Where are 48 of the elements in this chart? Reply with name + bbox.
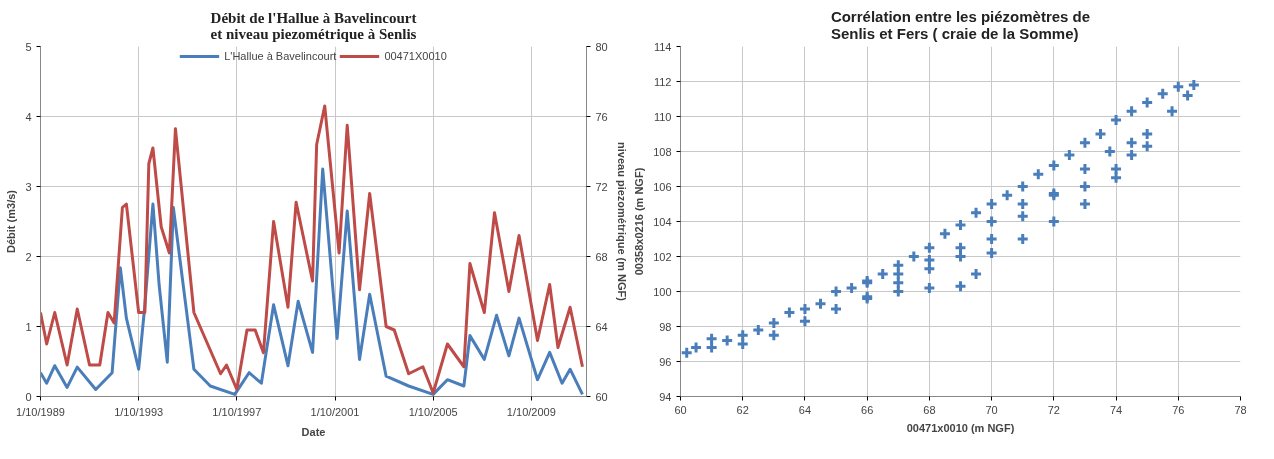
y-tick-label: 0 (25, 390, 32, 403)
x-tick-label: 64 (798, 403, 812, 416)
y-tick-label: 94 (659, 390, 672, 403)
y-tick-label: 108 (653, 145, 672, 158)
y2-tick-label: 64 (595, 320, 608, 333)
x-axis-title: 00471x0010 (m NGF) (906, 421, 1015, 434)
y-tick-label: 1 (25, 320, 32, 333)
x-tick-label: 1/10/1993 (114, 405, 164, 418)
y-tick-label: 112 (653, 75, 672, 88)
chart-title: Corrélation entre les piézomètres de Senlis et Fers ( craie de la Somme) (830, 7, 1091, 42)
y-tick-label: 2 (25, 250, 32, 263)
y2-axis-title: niveau piezométrique (m NGF) (615, 142, 628, 302)
y-tick-label: 104 (653, 215, 672, 228)
y2-tick-label: 72 (595, 180, 608, 193)
legend-label: 00471X0010 (384, 50, 447, 62)
x-tick-label: 62 (736, 403, 749, 416)
x-tick-label: 1/10/1997 (212, 405, 262, 418)
y-tick-label: 114 (653, 40, 672, 53)
y-tick-label: 98 (659, 320, 672, 333)
y-tick-label: 5 (25, 40, 32, 53)
x-tick-label: 72 (1047, 403, 1060, 416)
y-tick-label: 4 (25, 110, 32, 123)
y-tick-label: 110 (653, 110, 672, 123)
x-tick-label: 60 (674, 403, 687, 416)
x-tick-label: 66 (861, 403, 874, 416)
x-tick-label: 1/10/2009 (506, 405, 556, 418)
y-axis-title: 00358x0216 (m NGF) (633, 167, 646, 276)
y-axis-title: Débit (m3/s) (5, 189, 18, 253)
y-tick-label: 100 (653, 285, 672, 298)
y2-tick-label: 60 (595, 390, 608, 403)
y2-tick-label: 68 (595, 250, 608, 263)
x-tick-label: 1/10/2005 (408, 405, 458, 418)
x-axis-title: Date (301, 425, 326, 438)
x-tick-label: 78 (1234, 403, 1247, 416)
x-tick-label: 68 (923, 403, 936, 416)
x-tick-label: 76 (1172, 403, 1185, 416)
x-tick-label: 74 (1109, 403, 1123, 416)
x-tick-label: 70 (985, 403, 998, 416)
y2-tick-label: 76 (595, 110, 608, 123)
y-tick-label: 3 (25, 180, 32, 193)
x-tick-label: 1/10/1989 (16, 405, 65, 418)
y-tick-label: 106 (653, 180, 672, 193)
y-tick-label: 96 (659, 355, 672, 368)
x-tick-label: 1/10/2001 (310, 405, 360, 418)
chart-title: Débit de l'Hallue à Bavelincourt et niveau piezométrique à Senlis (210, 9, 417, 42)
legend-label: L'Hallue à Bavelincourt (224, 50, 337, 62)
y-tick-label: 102 (653, 250, 672, 263)
y2-tick-label: 80 (595, 40, 608, 53)
